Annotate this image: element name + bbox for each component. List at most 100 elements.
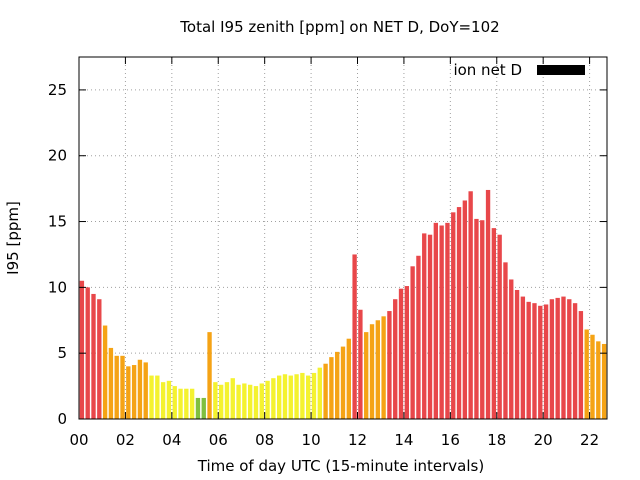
bar xyxy=(555,297,560,419)
bar xyxy=(242,383,247,419)
y-tick-label: 5 xyxy=(57,344,67,362)
bar xyxy=(468,191,473,419)
bar xyxy=(259,383,264,419)
bar xyxy=(306,375,311,419)
bar xyxy=(143,362,148,419)
bar xyxy=(137,359,143,419)
bar xyxy=(160,382,166,419)
bar xyxy=(166,380,172,419)
bar xyxy=(532,303,537,419)
x-tick-label: 22 xyxy=(580,431,599,449)
legend-label: ion net D xyxy=(453,61,522,79)
bar xyxy=(375,320,380,419)
x-tick-label: 16 xyxy=(441,431,460,449)
bar xyxy=(520,296,526,419)
x-tick-label: 04 xyxy=(162,431,181,449)
bar xyxy=(335,351,340,419)
x-tick-label: 06 xyxy=(209,431,228,449)
bar xyxy=(410,266,415,419)
bar xyxy=(596,341,601,419)
bar xyxy=(567,299,572,419)
bar xyxy=(578,311,584,419)
bar xyxy=(427,234,433,419)
bar xyxy=(277,375,282,419)
bar xyxy=(352,254,357,419)
grid-lines xyxy=(79,57,607,419)
bar xyxy=(538,305,543,419)
bar xyxy=(201,397,206,419)
bar xyxy=(346,338,351,419)
bar xyxy=(195,397,201,419)
bar xyxy=(416,255,421,419)
bar xyxy=(398,288,404,419)
axis-ticks xyxy=(78,57,607,420)
bar xyxy=(126,366,131,419)
x-tick-label: 12 xyxy=(348,431,367,449)
bar xyxy=(79,280,85,419)
bar xyxy=(85,287,90,419)
bar-series xyxy=(79,189,607,419)
bar xyxy=(572,303,578,419)
bar xyxy=(329,357,334,419)
bar xyxy=(445,222,450,419)
bar xyxy=(97,299,102,419)
y-axis-label: I95 [ppm] xyxy=(4,201,22,275)
bar xyxy=(247,384,253,419)
bar xyxy=(265,380,270,419)
bar xyxy=(491,228,497,419)
bar xyxy=(358,309,363,419)
bar xyxy=(462,200,468,419)
bar xyxy=(288,375,293,419)
y-tick-label: 25 xyxy=(48,81,67,99)
bar xyxy=(114,355,119,419)
bar xyxy=(509,279,514,419)
plot-frame xyxy=(78,56,608,420)
legend: ion net D xyxy=(453,61,585,79)
bar xyxy=(526,301,531,419)
bar xyxy=(543,304,549,419)
bar xyxy=(224,382,230,419)
bar xyxy=(236,384,241,419)
bar xyxy=(433,222,439,419)
bar xyxy=(120,355,125,419)
legend-swatch xyxy=(537,65,585,75)
bar xyxy=(253,386,259,419)
bar xyxy=(364,332,369,419)
x-tick-label: 02 xyxy=(116,431,135,449)
bar xyxy=(184,388,189,419)
bar xyxy=(422,233,427,419)
bar xyxy=(323,363,328,419)
bar xyxy=(474,218,479,419)
x-tick-label: 00 xyxy=(69,431,88,449)
bar xyxy=(381,316,386,419)
bar xyxy=(207,332,212,419)
x-tick-label: 20 xyxy=(534,431,553,449)
bar xyxy=(317,367,322,419)
x-axis-label: Time of day UTC (15-minute intervals) xyxy=(197,457,484,475)
bar xyxy=(91,293,96,419)
bar xyxy=(480,220,485,419)
bar xyxy=(497,234,502,419)
bar xyxy=(590,334,595,419)
bar xyxy=(514,289,520,419)
chart-title: Total I95 zenith [ppm] on NET D, DoY=102 xyxy=(179,18,499,36)
bar xyxy=(549,299,555,419)
bar xyxy=(387,311,392,419)
bar xyxy=(108,347,114,419)
bar xyxy=(369,324,375,419)
y-tick-label: 15 xyxy=(48,213,67,231)
bar xyxy=(584,329,589,419)
y-tick-label: 0 xyxy=(57,410,67,428)
bar xyxy=(131,365,137,419)
bar xyxy=(439,225,444,419)
bar xyxy=(451,212,456,419)
bar xyxy=(230,378,235,419)
y-tick-label: 20 xyxy=(48,147,67,165)
bar xyxy=(294,374,299,419)
bar xyxy=(155,375,160,419)
bar xyxy=(282,374,288,419)
y-tick-label: 10 xyxy=(48,278,67,296)
tick-labels: 0 5 10 15 20 25 00 02 04 06 08 10 12 14 16 18 20 22 xyxy=(48,81,599,449)
bar xyxy=(311,372,317,419)
